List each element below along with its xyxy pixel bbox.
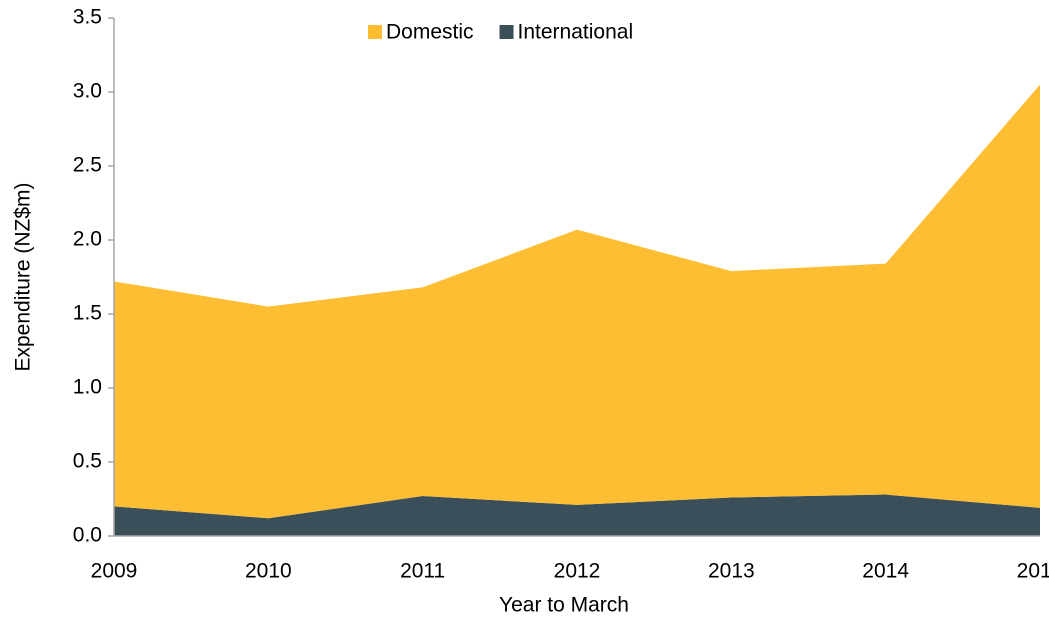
- legend-swatch: [499, 25, 514, 39]
- area: [114, 84, 1040, 519]
- y-tick-label: 1.0: [73, 376, 102, 399]
- x-tick-label: 2014: [862, 560, 909, 583]
- x-axis-label: Year to March: [499, 594, 629, 617]
- x-tick-label: 2009: [91, 560, 138, 583]
- x-tick-label: 2011: [400, 560, 445, 583]
- legend-label: Domestic: [386, 21, 474, 44]
- x-tick-label: 2013: [708, 560, 755, 583]
- area: [114, 494, 1040, 536]
- x-tick-label: 2015: [1017, 560, 1049, 583]
- x-tick-label: 2012: [554, 560, 601, 583]
- legend-label: International: [518, 21, 634, 44]
- y-tick-label: 1.5: [73, 302, 102, 325]
- y-tick-label: 2.0: [73, 228, 102, 251]
- x-tick-label: 2010: [245, 560, 292, 583]
- y-tick-label: 3.5: [73, 6, 102, 29]
- y-tick-label: 0.5: [73, 450, 102, 473]
- legend-swatch: [368, 25, 382, 39]
- y-tick-label: 2.5: [73, 154, 102, 177]
- y-axis-label: Expenditure (NZ$m): [12, 182, 35, 371]
- y-tick-label: 3.0: [73, 80, 102, 103]
- y-tick-label: 0.0: [73, 524, 102, 547]
